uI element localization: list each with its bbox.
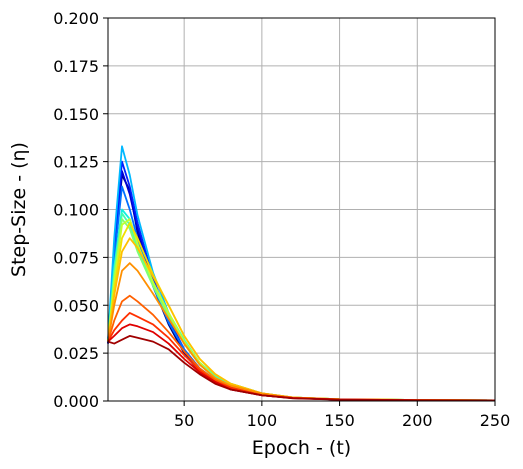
y-tick-label: 0.150	[53, 105, 99, 124]
y-tick-label: 0.050	[53, 296, 99, 315]
series-line-14	[107, 312, 496, 402]
series-line-16	[107, 334, 496, 402]
series-lines	[107, 145, 496, 402]
x-tick-label: 50	[174, 411, 194, 430]
x-axis-label: Epoch - (t)	[252, 437, 351, 459]
grid-lines	[108, 17, 496, 402]
series-line-4	[107, 185, 496, 402]
y-axis-label: Step-Size - (η)	[8, 142, 30, 277]
series-line-2	[107, 170, 496, 402]
x-tick-label: 150	[324, 411, 355, 430]
tick-marks	[103, 17, 496, 406]
y-tick-label: 0.200	[53, 9, 99, 28]
x-tick-label: 250	[480, 411, 511, 430]
y-tick-label: 0.175	[53, 57, 99, 76]
y-tick-label: 0.100	[53, 201, 99, 220]
y-tick-label: 0.000	[53, 392, 99, 411]
x-tick-label: 100	[247, 411, 278, 430]
y-tick-label: 0.075	[53, 248, 99, 267]
series-line-3	[107, 160, 496, 402]
x-tick-label: 200	[402, 411, 433, 430]
series-line-12	[107, 262, 496, 402]
y-tick-label: 0.125	[53, 153, 99, 172]
series-line-5	[107, 145, 496, 402]
series-line-1	[107, 174, 496, 402]
tick-labels: 50 100 150 200 250 0.000 0.025 0.050 0.075 0.100 0…	[53, 9, 510, 430]
y-tick-label: 0.025	[53, 344, 99, 363]
series-line-9	[107, 218, 496, 402]
